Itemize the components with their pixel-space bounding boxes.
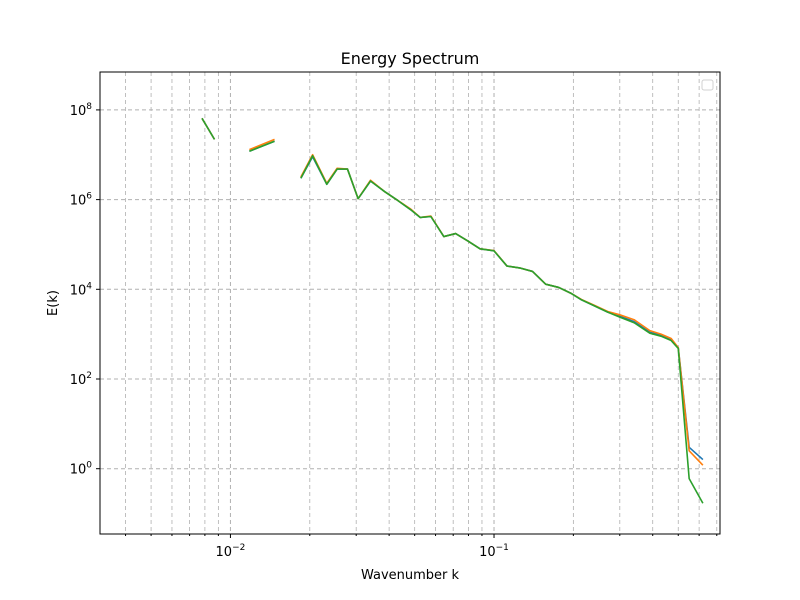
y-tick-label: 106: [70, 192, 93, 209]
plot-frame: [99, 71, 721, 535]
grid-lines: [100, 72, 720, 534]
y-tick-label: 102: [70, 371, 92, 388]
legend-box: [701, 79, 714, 91]
data-series: [201, 117, 704, 504]
x-tick-label: 10−2: [216, 543, 246, 560]
y-axis-label: E(k): [46, 290, 61, 316]
axis-ticks: 10−2 10−1 100 102 104 106 108: [70, 102, 718, 560]
y-tick-label: 104: [70, 281, 93, 298]
chart-title: Energy Spectrum: [341, 49, 480, 68]
y-tick-label: 108: [70, 102, 93, 119]
x-tick-label: 10−1: [479, 543, 509, 560]
x-axis-label: Wavenumber k: [361, 568, 460, 583]
y-tick-label: 100: [70, 461, 93, 478]
series-line-3: [201, 117, 704, 504]
